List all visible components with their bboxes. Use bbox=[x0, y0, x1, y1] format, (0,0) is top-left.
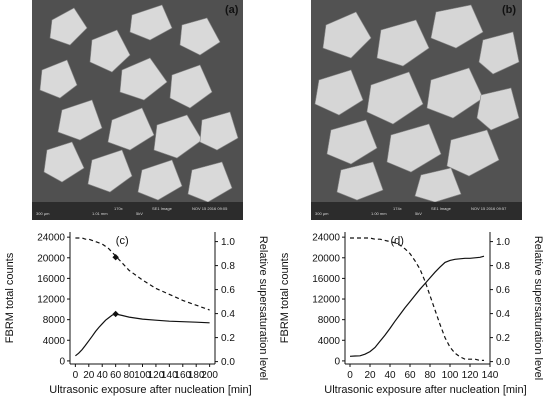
supersaturation-series-line bbox=[350, 237, 484, 361]
y2-tick-label: 0.2 bbox=[221, 333, 235, 344]
x-tick-label: 0 bbox=[347, 370, 353, 381]
y2-tick-label: 0.6 bbox=[496, 285, 510, 296]
x-tick-label: 120 bbox=[148, 370, 165, 381]
panel-label-b: (b) bbox=[502, 4, 517, 16]
sem-micrograph-a: (a) 300 µm 1.01 mm 170x 5kV SE1 Image NO… bbox=[32, 0, 243, 220]
x-tick-label: 20 bbox=[364, 370, 376, 381]
y2-tick-label: 0.0 bbox=[221, 357, 235, 368]
x-axis-label: Ultrasonic exposure after nucleation [mi… bbox=[49, 384, 251, 396]
sem-micrograph-b: (b) 300 µm 1.00 mm 174x 5kV SE1 Image NO… bbox=[311, 0, 522, 220]
footer-hfw-b: 1.00 mm bbox=[371, 211, 387, 216]
y2-tick-label: 0.0 bbox=[496, 357, 510, 368]
y-tick-label: 8000 bbox=[43, 315, 66, 326]
x-tick-label: 80 bbox=[124, 370, 136, 381]
x-tick-label: 60 bbox=[404, 370, 416, 381]
crystal-image-a bbox=[32, 0, 243, 220]
y-tick-label: 12000 bbox=[37, 295, 65, 306]
y-tick-label: 16000 bbox=[37, 274, 65, 285]
diamond-marker bbox=[112, 254, 119, 261]
x-tick-label: 100 bbox=[134, 370, 151, 381]
y2-tick-label: 0.4 bbox=[221, 309, 235, 320]
scalebar-text-a: 300 µm bbox=[36, 211, 50, 216]
fbrm-counts-series-line bbox=[75, 313, 210, 357]
footer-detector-a: SE1 Image bbox=[152, 206, 172, 211]
y-axis-label: FBRM total counts bbox=[279, 252, 291, 343]
x-tick-label: 60 bbox=[110, 370, 122, 381]
footer-mag-b: 174x bbox=[393, 206, 402, 211]
y-tick-label: 0 bbox=[334, 356, 340, 367]
chart-d-svg: 0 20 40 60 80 100 120 140 0 4000 8000 12000 16000 200… bbox=[279, 232, 544, 396]
y-tick-label: 4000 bbox=[43, 336, 66, 347]
y-tick-label: 8000 bbox=[318, 315, 341, 326]
y-tick-label: 24000 bbox=[37, 233, 65, 244]
x-tick-label: 160 bbox=[174, 370, 191, 381]
panel-label-a: (a) bbox=[225, 4, 239, 16]
footer-kv-b: 5kV bbox=[415, 211, 422, 216]
footer-kv-a: 5kV bbox=[136, 211, 143, 216]
footer-date-a: NOV 15 2016 09:05 bbox=[192, 206, 228, 211]
y2-tick-label: 0.8 bbox=[496, 261, 510, 272]
footer-mag-a: 170x bbox=[114, 206, 123, 211]
y2-axis-label: Relative supersaturation level bbox=[257, 236, 269, 380]
chart-panel-label: (d) bbox=[390, 235, 403, 247]
y2-tick-label: 0.8 bbox=[221, 261, 235, 272]
x-tick-label: 40 bbox=[97, 370, 109, 381]
x-axis-label: Ultrasonic exposure after nucleation [mi… bbox=[324, 384, 526, 396]
x-tick-label: 140 bbox=[161, 370, 178, 381]
x-tick-label: 140 bbox=[482, 370, 499, 381]
y2-axis-label: Relative supersaturation level bbox=[532, 236, 544, 380]
x-tick-label: 180 bbox=[188, 370, 205, 381]
y2-tick-label: 1.0 bbox=[496, 237, 510, 248]
y-tick-label: 4000 bbox=[318, 336, 341, 347]
y-tick-label: 20000 bbox=[312, 253, 340, 264]
x-tick-label: 100 bbox=[442, 370, 459, 381]
supersaturation-series-line bbox=[75, 237, 210, 311]
x-tick-label: 200 bbox=[201, 370, 218, 381]
y2-tick-label: 0.4 bbox=[496, 309, 510, 320]
crystal-image-b bbox=[311, 0, 522, 220]
scalebar-text-b: 300 µm bbox=[315, 211, 329, 216]
chart-d: 0 20 40 60 80 100 120 140 0 4000 8000 12000 16000 200… bbox=[275, 220, 550, 406]
x-tick-label: 40 bbox=[384, 370, 396, 381]
x-tick-label: 80 bbox=[424, 370, 436, 381]
x-tick-label: 0 bbox=[73, 370, 79, 381]
y-tick-label: 0 bbox=[59, 356, 65, 367]
y-tick-label: 16000 bbox=[312, 274, 340, 285]
footer-date-b: NOV 15 2016 09:57 bbox=[471, 206, 507, 211]
x-tick-label: 120 bbox=[462, 370, 479, 381]
y2-tick-label: 0.2 bbox=[496, 333, 510, 344]
diamond-marker bbox=[112, 310, 119, 318]
y2-tick-label: 0.6 bbox=[221, 285, 235, 296]
footer-detector-b: SE1 Image bbox=[431, 206, 451, 211]
y-tick-label: 12000 bbox=[312, 295, 340, 306]
footer-hfw-a: 1.01 mm bbox=[92, 211, 108, 216]
x-tick-label: 20 bbox=[83, 370, 95, 381]
chart-c: 0 20 40 60 80 100 120 140 160 180 200 0 4000 8000 1200… bbox=[0, 220, 275, 406]
fbrm-counts-series-line bbox=[349, 255, 485, 357]
chart-panel-label: (c) bbox=[116, 235, 129, 247]
y-tick-label: 24000 bbox=[312, 233, 340, 244]
y-tick-label: 20000 bbox=[37, 253, 65, 264]
y-axis-label: FBRM total counts bbox=[4, 252, 16, 343]
y2-tick-label: 1.0 bbox=[221, 237, 235, 248]
